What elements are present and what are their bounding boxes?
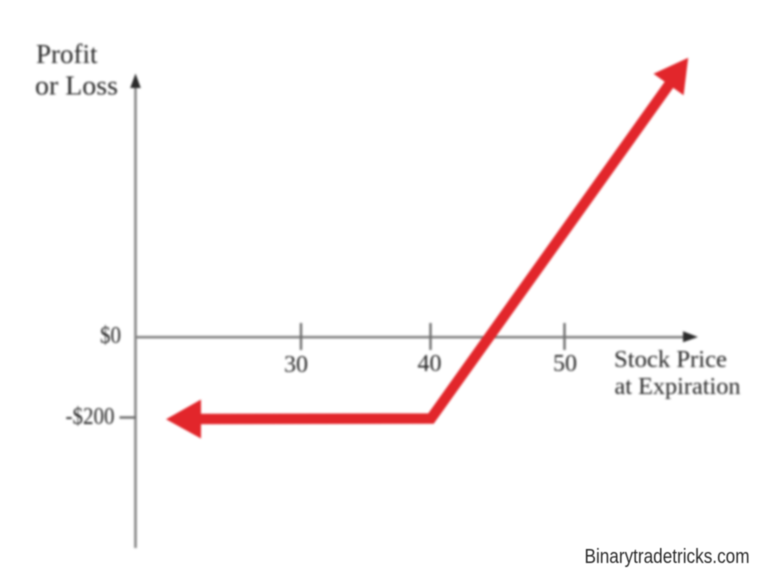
svg-text:at Expiration: at Expiration: [615, 374, 741, 400]
svg-text:30: 30: [284, 352, 308, 378]
svg-text:40: 40: [418, 351, 442, 377]
svg-text:or Loss: or Loss: [35, 71, 118, 101]
svg-text:Stock Price: Stock Price: [614, 347, 727, 373]
svg-text:-$200: -$200: [66, 404, 115, 430]
svg-text:50: 50: [553, 351, 577, 377]
svg-text:$0: $0: [100, 323, 121, 349]
svg-text:Binarytradetricks.com: Binarytradetricks.com: [585, 546, 750, 568]
svg-text:Profit: Profit: [36, 39, 98, 69]
